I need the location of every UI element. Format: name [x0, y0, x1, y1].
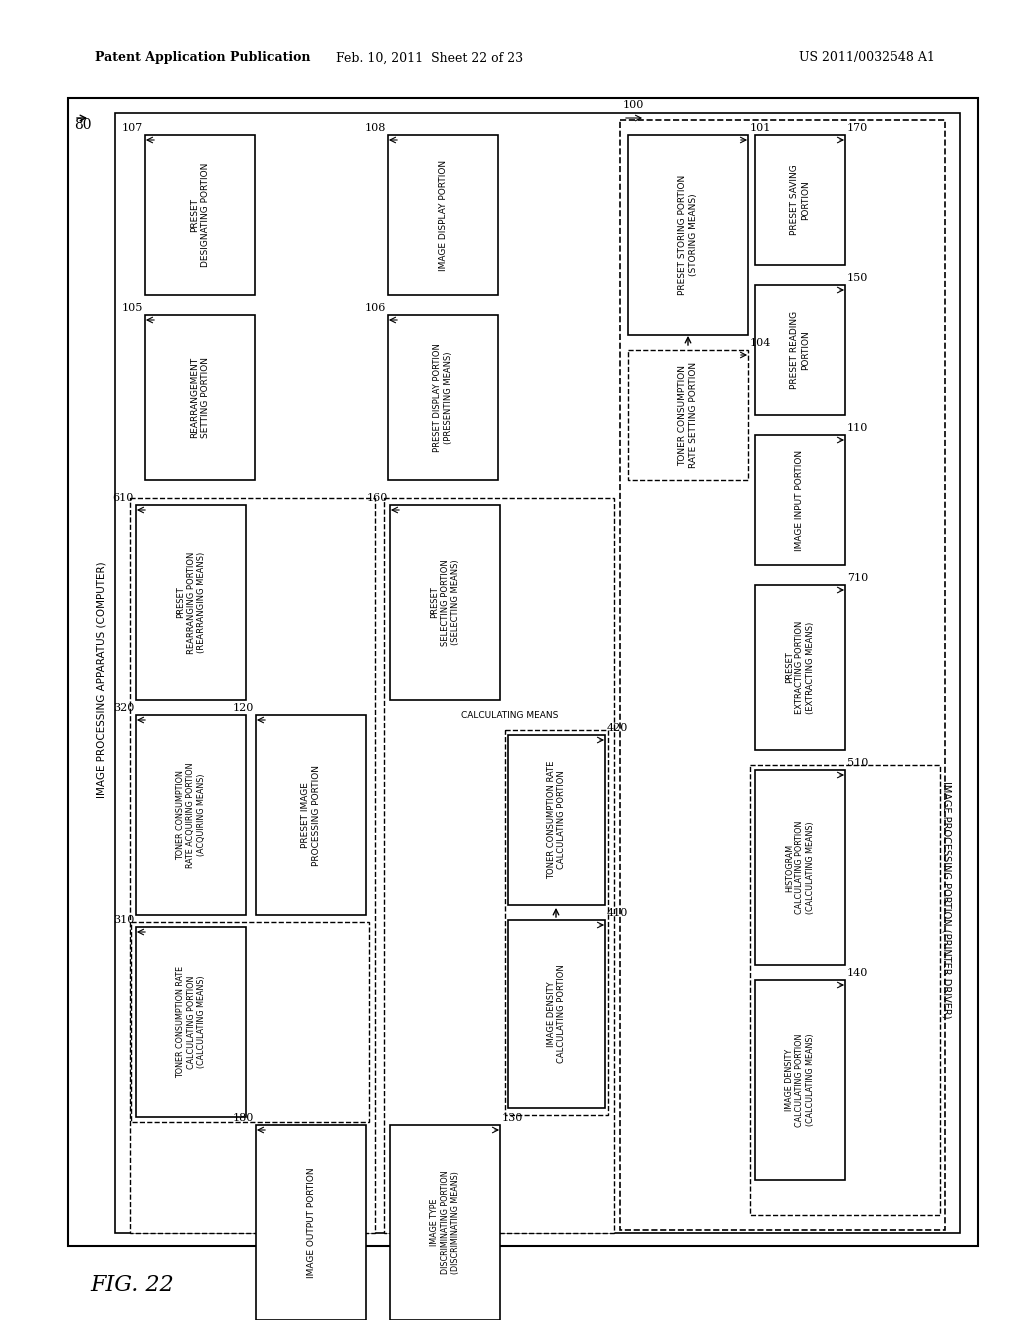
Text: IMAGE PROCESSING PORTION (PRINTER DRIVER): IMAGE PROCESSING PORTION (PRINTER DRIVER…	[941, 781, 951, 1019]
Text: Patent Application Publication: Patent Application Publication	[95, 51, 310, 65]
Text: TONER CONSUMPTION
RATE ACQUIRING PORTION
(ACQUIRING MEANS): TONER CONSUMPTION RATE ACQUIRING PORTION…	[176, 762, 206, 867]
Text: 510: 510	[847, 758, 868, 768]
Text: 410: 410	[607, 908, 629, 917]
Text: 150: 150	[847, 273, 868, 282]
Bar	[505, 730, 608, 1115]
Text: 100: 100	[623, 100, 644, 110]
Text: 310: 310	[113, 915, 134, 925]
Text: IMAGE OUTPUT PORTION: IMAGE OUTPUT PORTION	[306, 1167, 315, 1278]
Text: 710: 710	[847, 573, 868, 583]
Bar	[755, 979, 845, 1180]
Text: 120: 120	[232, 704, 254, 713]
Text: CALCULATING MEANS: CALCULATING MEANS	[462, 710, 559, 719]
Text: 105: 105	[122, 304, 143, 313]
Text: FIG. 22: FIG. 22	[90, 1274, 174, 1296]
Text: IMAGE DENSITY
CALCULATING PORTION: IMAGE DENSITY CALCULATING PORTION	[547, 965, 566, 1064]
Bar	[508, 735, 605, 906]
Bar	[68, 98, 978, 1246]
Text: 80: 80	[74, 117, 91, 132]
Bar	[136, 506, 246, 700]
Text: PRESET DISPLAY PORTION
(PRESENTING MEANS): PRESET DISPLAY PORTION (PRESENTING MEANS…	[433, 343, 453, 451]
Bar	[136, 715, 246, 915]
Bar	[755, 285, 845, 414]
Bar	[755, 770, 845, 965]
Bar	[145, 315, 255, 480]
Text: Feb. 10, 2011  Sheet 22 of 23: Feb. 10, 2011 Sheet 22 of 23	[337, 51, 523, 65]
Text: 320: 320	[113, 704, 134, 713]
Text: 420: 420	[607, 723, 629, 733]
Text: IMAGE DISPLAY PORTION: IMAGE DISPLAY PORTION	[438, 160, 447, 271]
Text: PRESET
DESIGNATING PORTION: PRESET DESIGNATING PORTION	[190, 162, 210, 267]
Text: 104: 104	[750, 338, 771, 348]
Text: 140: 140	[847, 968, 868, 978]
Text: REARRANGEMENT
SETTING PORTION: REARRANGEMENT SETTING PORTION	[190, 356, 210, 438]
Text: 160: 160	[367, 492, 388, 503]
Text: PRESET SAVING
PORTION: PRESET SAVING PORTION	[791, 165, 810, 235]
Bar	[390, 506, 500, 700]
Text: PRESET IMAGE
PROCESSING PORTION: PRESET IMAGE PROCESSING PORTION	[301, 764, 321, 866]
Text: PRESET READING
PORTION: PRESET READING PORTION	[791, 312, 810, 389]
Text: 107: 107	[122, 123, 143, 133]
Text: 180: 180	[232, 1113, 254, 1123]
Bar	[508, 920, 605, 1107]
Text: US 2011/0032548 A1: US 2011/0032548 A1	[799, 51, 935, 65]
Text: 110: 110	[847, 422, 868, 433]
Text: 610: 610	[113, 492, 134, 503]
Bar	[115, 114, 961, 1233]
Bar	[390, 1125, 500, 1320]
Text: IMAGE TYPE
DISCRIMINATING PORTION
(DISCRIMINATING MEANS): IMAGE TYPE DISCRIMINATING PORTION (DISCR…	[430, 1171, 460, 1274]
Bar	[755, 585, 845, 750]
Text: IMAGE INPUT PORTION: IMAGE INPUT PORTION	[796, 449, 805, 550]
Text: 130: 130	[502, 1113, 523, 1123]
Text: 170: 170	[847, 123, 868, 133]
Text: TONER CONSUMPTION RATE
CALCULATING PORTION
(CALCULATING MEANS): TONER CONSUMPTION RATE CALCULATING PORTI…	[176, 966, 206, 1078]
Text: PRESET
SELECTING PORTION
(SELECTING MEANS): PRESET SELECTING PORTION (SELECTING MEAN…	[430, 560, 460, 645]
Bar	[388, 315, 498, 480]
Text: 108: 108	[365, 123, 386, 133]
Bar	[755, 135, 845, 265]
Bar	[620, 120, 945, 1230]
Text: IMAGE DENSITY
CALCULATING PORTION
(CALCULATING MEANS): IMAGE DENSITY CALCULATING PORTION (CALCU…	[785, 1034, 815, 1127]
Bar	[130, 498, 375, 1233]
Bar	[256, 715, 366, 915]
Bar	[628, 350, 748, 480]
Bar	[131, 921, 369, 1122]
Bar	[755, 436, 845, 565]
Bar	[256, 1125, 366, 1320]
Text: IMAGE PROCESSING APPARATUS (COMPUTER): IMAGE PROCESSING APPARATUS (COMPUTER)	[97, 562, 106, 799]
Bar	[628, 135, 748, 335]
Text: TONER CONSUMPTION
RATE SETTING PORTION: TONER CONSUMPTION RATE SETTING PORTION	[678, 362, 697, 469]
Bar	[145, 135, 255, 294]
Text: HISTOGRAM
CALCULATING PORTION
(CALCULATING MEANS): HISTOGRAM CALCULATING PORTION (CALCULATI…	[785, 821, 815, 915]
Text: 101: 101	[750, 123, 771, 133]
Bar	[388, 135, 498, 294]
Text: PRESET
REARRANGING PORTION
(REARRANGING MEANS): PRESET REARRANGING PORTION (REARRANGING …	[176, 552, 206, 653]
Bar	[136, 927, 246, 1117]
Text: TONER CONSUMPTION RATE
CALCULATING PORTION: TONER CONSUMPTION RATE CALCULATING PORTI…	[547, 760, 566, 879]
Text: 106: 106	[365, 304, 386, 313]
Bar	[384, 498, 614, 1233]
Text: PRESET
EXTRACTING PORTION
(EXTRACTING MEANS): PRESET EXTRACTING PORTION (EXTRACTING ME…	[785, 620, 815, 714]
Text: PRESET STORING PORTION
(STORING MEANS): PRESET STORING PORTION (STORING MEANS)	[678, 174, 697, 296]
Bar	[750, 766, 940, 1214]
